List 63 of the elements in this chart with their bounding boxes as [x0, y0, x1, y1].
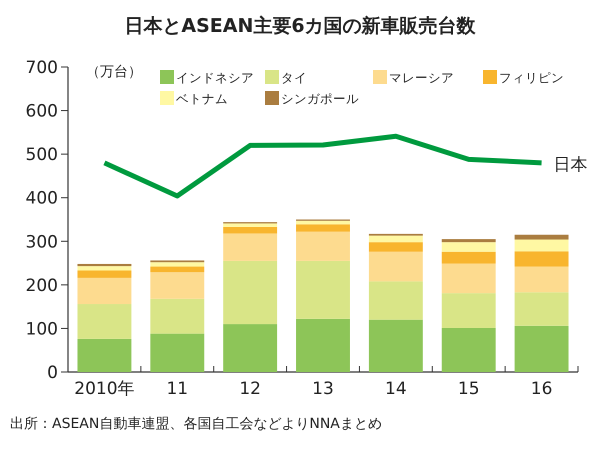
annotation: 日本: [554, 154, 588, 175]
bar: [296, 224, 350, 232]
bar: [514, 240, 569, 252]
bar: [77, 304, 132, 339]
x-tick-label: 13: [312, 379, 334, 399]
bar: [296, 220, 350, 224]
bar: [223, 324, 278, 372]
y-tick-label: 700: [26, 58, 58, 78]
bar: [77, 278, 132, 304]
x-tick-label: 11: [166, 379, 188, 399]
bar: [296, 260, 350, 319]
bar: [514, 266, 569, 292]
bar: [77, 266, 132, 270]
y-tick-label: 0: [47, 363, 58, 383]
x-tick-label: 12: [239, 379, 261, 399]
bar: [442, 328, 496, 372]
bar: [368, 252, 423, 282]
bar: [368, 320, 423, 372]
bar: [368, 236, 423, 242]
legend-label: ベトナム: [176, 91, 228, 106]
y-axis-title: （万台）: [86, 64, 142, 80]
bar: [442, 293, 496, 328]
bar: [77, 338, 132, 372]
bar: [514, 251, 569, 267]
legend-label: マレーシア: [389, 70, 454, 85]
chart-title: 日本とASEAN主要6カ国の新車販売台数: [124, 15, 477, 37]
y-tick-label: 600: [26, 102, 58, 122]
bar: [223, 233, 278, 261]
bar: [296, 232, 350, 261]
x-tick-label: 15: [458, 379, 480, 399]
bar: [442, 239, 496, 242]
bar: [150, 272, 204, 299]
legend-label: シンガポール: [281, 91, 359, 106]
x-tick-label: 14: [385, 379, 407, 399]
bar: [514, 234, 569, 240]
bar: [368, 242, 423, 252]
x-tick-label: 2010年: [74, 379, 135, 399]
bar: [150, 266, 204, 272]
bar: [442, 252, 496, 264]
bar: [150, 298, 204, 334]
y-tick-label: 500: [26, 145, 58, 166]
bar: [223, 226, 278, 234]
bar: [514, 326, 569, 372]
text: 出所：ASEAN自動車連盟、各国自工会などよりNNAまとめ: [10, 416, 382, 432]
x-tick-label: 16: [530, 379, 552, 399]
bar: [368, 281, 423, 320]
bar: [296, 318, 350, 372]
y-tick-label: 200: [26, 276, 58, 296]
bar: [442, 242, 496, 252]
y-tick-label: 400: [26, 188, 58, 209]
y-tick-label: 100: [26, 319, 58, 340]
bar: [442, 264, 496, 294]
bar: [150, 262, 204, 267]
bar: [223, 260, 278, 324]
y-tick-label: 300: [26, 232, 58, 252]
bar: [223, 223, 278, 227]
bar: [150, 334, 204, 372]
bar: [514, 292, 569, 326]
bar: [77, 270, 132, 278]
legend-label: インドネシア: [176, 70, 254, 85]
legend-label: タイ: [281, 70, 307, 85]
legend-label: フィリピン: [499, 70, 564, 85]
bar: [77, 264, 132, 266]
